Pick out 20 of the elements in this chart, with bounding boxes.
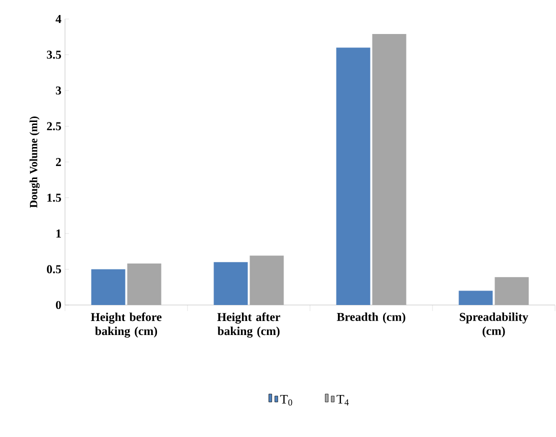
- y-tick-label: 0: [56, 300, 62, 310]
- y-tick-label: 3: [56, 86, 62, 95]
- y-axis-title: Dough Volume (ml): [30, 116, 40, 208]
- legend-label: T$_{4}$: [336, 395, 349, 406]
- x-tick-label: Height before baking (cm): [90, 312, 162, 338]
- x-tick-label: Breadth (cm): [336, 312, 406, 324]
- legend-label: T$_{0}$: [280, 395, 292, 406]
- y-tick-label: 1: [56, 230, 61, 238]
- y-tick-label: 2.5: [46, 122, 62, 130]
- y-tick-label: 1.5: [47, 194, 62, 202]
- y-tick-label: 0.5: [46, 265, 62, 274]
- y-tick-label: 3.5: [46, 50, 62, 59]
- y-tick-label: 2: [56, 158, 61, 166]
- x-tick-label: Spreadability (cm): [460, 312, 528, 338]
- x-tick-label: Height after baking (cm): [217, 312, 280, 338]
- bar: [91, 269, 126, 305]
- y-tick-label: 4: [56, 15, 62, 23]
- bar: [458, 290, 493, 305]
- bar: [214, 262, 248, 305]
- bar: [336, 48, 370, 305]
